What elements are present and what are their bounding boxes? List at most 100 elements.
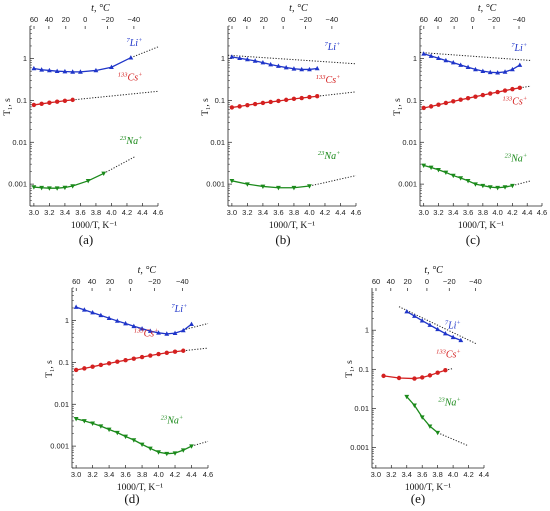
data-point	[31, 102, 37, 108]
series-label: 133Cs+	[118, 71, 143, 83]
x-tick-label: 3.2	[242, 208, 252, 217]
series-label-ion: Na	[323, 151, 336, 162]
series-label: 7Li+	[511, 42, 527, 54]
series-label-mass: 133	[134, 327, 145, 334]
data-point	[291, 185, 297, 191]
x-tick-label: 4.2	[170, 470, 180, 479]
series-label: 23Na+	[161, 414, 184, 426]
data-point	[510, 86, 515, 92]
top-tick-label: 40	[243, 15, 251, 24]
top-tick-label: −20	[101, 15, 114, 24]
series-label-ion: Cs	[512, 96, 523, 107]
series-label: 133Cs+	[436, 349, 461, 361]
data-point	[229, 179, 235, 184]
y-tick-label: 1	[365, 326, 369, 335]
top-axis-title: t, °C	[289, 3, 308, 14]
x-tick-label: 3.4	[448, 208, 458, 217]
data-point	[73, 304, 79, 309]
x-tick-label: 3.8	[478, 208, 488, 217]
data-point	[156, 351, 161, 357]
data-point	[465, 64, 471, 70]
data-point	[291, 96, 297, 102]
data-point	[260, 184, 266, 190]
data-point	[396, 375, 402, 381]
data-point	[172, 330, 178, 335]
data-point	[307, 66, 312, 72]
data-point	[128, 55, 134, 60]
data-point	[488, 91, 493, 96]
data-point	[156, 450, 161, 455]
data-point	[465, 179, 471, 184]
data-point	[70, 97, 75, 103]
series-label-mass: 7	[511, 42, 515, 49]
data-point	[62, 98, 68, 103]
x-tick-label: 3.0	[418, 208, 428, 217]
fit-line	[512, 180, 532, 187]
data-point	[421, 163, 427, 169]
y-tick-label: 0.1	[17, 96, 27, 105]
y-tick-label: 1	[23, 54, 27, 63]
x-tick-label: 3.2	[87, 470, 97, 479]
data-point	[260, 60, 266, 65]
top-tick-label: −20	[443, 277, 456, 286]
fit-line	[398, 306, 477, 345]
data-point	[156, 330, 161, 335]
data-point	[31, 185, 37, 190]
x-tick-label: 4.6	[153, 208, 163, 217]
data-point	[260, 100, 266, 106]
series-line	[406, 396, 439, 434]
data-point	[180, 327, 186, 333]
series-label-mass: 23	[505, 152, 512, 159]
x-axis-title: 1000/T, K⁻¹	[71, 221, 117, 231]
data-point	[229, 54, 235, 59]
data-point	[39, 101, 44, 107]
top-tick-label: 60	[228, 15, 236, 24]
top-tick-label: 20	[260, 15, 268, 24]
series-label-charge: +	[523, 152, 527, 159]
data-point	[450, 334, 456, 340]
top-tick-label: 40	[434, 15, 442, 24]
data-point	[510, 183, 515, 189]
series-label: 23Na+	[120, 135, 143, 147]
y-tick-label: 0.001	[398, 180, 417, 189]
series-label-charge: +	[336, 150, 340, 157]
series-label: 23Na+	[505, 152, 528, 164]
top-tick-label: 20	[403, 277, 411, 286]
data-point	[307, 184, 312, 189]
data-point	[131, 356, 137, 361]
series-label-ion: Li	[327, 42, 337, 53]
y-tick-label: 0.001	[50, 442, 69, 451]
data-point	[172, 451, 178, 456]
data-point	[495, 70, 501, 75]
data-point	[82, 366, 87, 371]
data-point	[268, 61, 274, 67]
data-point	[435, 370, 440, 375]
series-label-charge: +	[138, 37, 142, 44]
x-tick-label: 4.6	[537, 208, 547, 217]
x-tick-label: 4.6	[203, 470, 213, 479]
series-label-ion: Na	[444, 397, 457, 408]
x-tick-label: 3.2	[386, 470, 396, 479]
data-point	[252, 58, 258, 63]
fit-line	[419, 51, 531, 61]
series-label-ion: Cs	[446, 350, 457, 361]
data-point	[480, 183, 486, 189]
series-label: 133Cs+	[134, 327, 159, 339]
data-point	[98, 362, 104, 368]
series-label: 23Na+	[318, 150, 341, 162]
fit-line	[103, 156, 135, 174]
series-label-charge: +	[183, 303, 187, 310]
data-point	[237, 104, 242, 109]
x-tick-label: 3.8	[432, 470, 442, 479]
data-point	[412, 403, 417, 408]
x-tick-label: 3.2	[433, 208, 443, 217]
data-point	[442, 330, 448, 336]
data-point	[473, 182, 478, 187]
y-axis-title: T₁, s	[201, 98, 211, 116]
data-point	[428, 53, 434, 58]
series-label-ion: Li	[174, 304, 184, 315]
fit-line	[445, 368, 454, 371]
y-tick-label: 0.1	[59, 358, 69, 367]
series-li: 7Li+	[419, 42, 531, 75]
